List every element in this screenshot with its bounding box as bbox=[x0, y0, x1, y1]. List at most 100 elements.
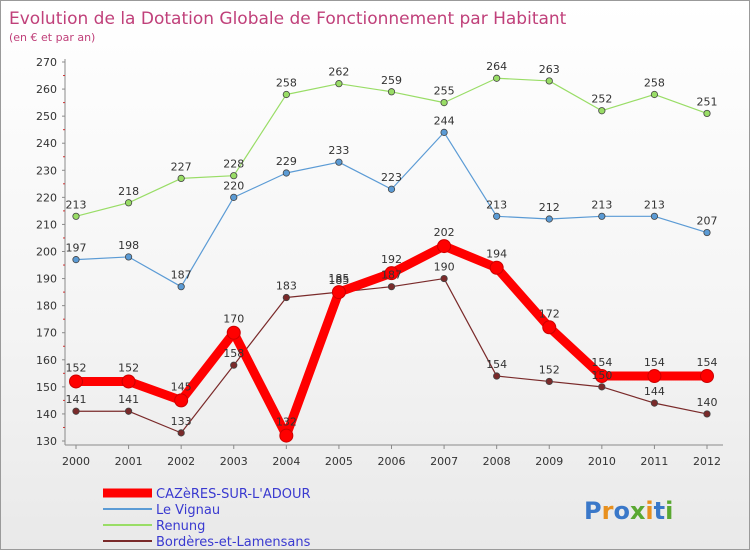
data-point bbox=[598, 212, 606, 220]
data-label: 154 bbox=[697, 356, 718, 369]
data-label: 263 bbox=[539, 63, 560, 76]
data-label: 158 bbox=[223, 347, 244, 360]
legend-label: Le Vignau bbox=[156, 503, 220, 518]
data-point bbox=[440, 99, 448, 107]
series-2 bbox=[72, 128, 711, 291]
x-tick-label: 2002 bbox=[167, 455, 195, 468]
y-tick-label: 160 bbox=[36, 354, 57, 367]
data-label: 187 bbox=[171, 269, 192, 282]
data-label: 252 bbox=[591, 93, 612, 106]
data-point bbox=[542, 320, 557, 335]
data-label: 259 bbox=[381, 74, 402, 87]
data-point bbox=[72, 407, 80, 415]
data-point bbox=[72, 256, 80, 264]
data-label: 223 bbox=[381, 171, 402, 184]
logo-letter: t bbox=[654, 497, 665, 525]
x-tick-label: 2003 bbox=[220, 455, 248, 468]
legend-label: Renung bbox=[156, 519, 205, 534]
y-tick-label: 190 bbox=[36, 273, 57, 286]
series-3 bbox=[72, 74, 711, 220]
data-point bbox=[384, 266, 399, 281]
data-point bbox=[69, 374, 83, 389]
axes: 130 140 150 160 170 180 190 200 210 220 230 240 250 2… bbox=[36, 56, 723, 468]
y-tick-label: 180 bbox=[36, 300, 57, 313]
data-label: 213 bbox=[591, 198, 612, 211]
series-layer bbox=[69, 74, 714, 443]
data-point bbox=[545, 215, 553, 223]
logo-letter: x bbox=[630, 497, 646, 525]
legend-label: CAZèRES-SUR-L'ADOUR bbox=[156, 487, 311, 502]
y-tick-label: 250 bbox=[36, 110, 57, 123]
data-label: 220 bbox=[223, 179, 244, 192]
x-tick-label: 2006 bbox=[378, 455, 406, 468]
logo-letter: i bbox=[645, 497, 653, 525]
data-label: 229 bbox=[276, 155, 297, 168]
data-label: 187 bbox=[381, 269, 402, 282]
data-point bbox=[226, 325, 241, 340]
data-point bbox=[703, 410, 711, 418]
data-label: 154 bbox=[644, 356, 665, 369]
data-label: 197 bbox=[66, 242, 87, 255]
y-tick-label: 140 bbox=[36, 408, 57, 421]
series-line bbox=[75, 277, 708, 434]
data-label: 185 bbox=[328, 272, 349, 285]
data-label: 183 bbox=[276, 280, 297, 293]
data-label: 140 bbox=[697, 396, 718, 409]
x-tick-label: 2001 bbox=[115, 455, 143, 468]
data-point bbox=[230, 193, 238, 201]
logo-letter: o bbox=[613, 497, 630, 525]
data-label: 152 bbox=[66, 361, 87, 374]
data-point bbox=[545, 377, 553, 386]
data-point bbox=[177, 174, 185, 183]
data-label: 213 bbox=[66, 198, 87, 211]
data-label: 212 bbox=[539, 201, 560, 214]
data-label: 154 bbox=[591, 356, 612, 369]
data-label: 264 bbox=[486, 60, 507, 73]
data-label: 228 bbox=[223, 158, 244, 171]
data-point bbox=[177, 283, 185, 291]
logo-text: Proxiti bbox=[584, 497, 673, 525]
data-point bbox=[279, 428, 294, 443]
data-point bbox=[598, 107, 606, 115]
data-point bbox=[174, 393, 189, 408]
data-point bbox=[177, 429, 185, 437]
y-tick-label: 200 bbox=[36, 246, 57, 259]
series-line bbox=[75, 77, 708, 217]
y-tick-label: 170 bbox=[36, 327, 57, 340]
chart-subtitle: (en € et par an) bbox=[9, 31, 95, 44]
data-label: 154 bbox=[486, 358, 507, 371]
data-label: 244 bbox=[434, 114, 455, 127]
data-point bbox=[489, 260, 504, 275]
data-label: 202 bbox=[434, 226, 455, 239]
logo-letter: i bbox=[665, 497, 673, 525]
x-tick-label: 2004 bbox=[272, 455, 300, 468]
data-point bbox=[647, 369, 662, 384]
data-point bbox=[387, 88, 396, 96]
data-label: 152 bbox=[539, 363, 560, 376]
data-label: 132 bbox=[276, 416, 297, 429]
data-point bbox=[703, 109, 711, 118]
data-point bbox=[598, 383, 606, 391]
data-label: 145 bbox=[171, 380, 192, 393]
data-point bbox=[230, 361, 238, 369]
x-tick-label: 2009 bbox=[535, 455, 563, 468]
data-label: 213 bbox=[486, 198, 507, 211]
data-label: 185 bbox=[328, 274, 349, 287]
chart-title: Evolution de la Dotation Globale de Fonc… bbox=[9, 9, 567, 29]
y-tick-label: 130 bbox=[36, 435, 57, 448]
series-4 bbox=[72, 274, 711, 437]
data-label: 213 bbox=[644, 198, 665, 211]
data-point bbox=[387, 185, 396, 193]
data-point bbox=[282, 169, 290, 177]
legend-label: Bordères-et-Lamensans bbox=[156, 535, 311, 550]
data-point bbox=[650, 90, 659, 99]
data-label: 192 bbox=[381, 253, 402, 266]
data-label: 141 bbox=[66, 393, 87, 406]
data-label: 190 bbox=[434, 261, 455, 274]
x-tick-label: 2012 bbox=[693, 455, 721, 468]
data-label: 251 bbox=[697, 95, 718, 108]
